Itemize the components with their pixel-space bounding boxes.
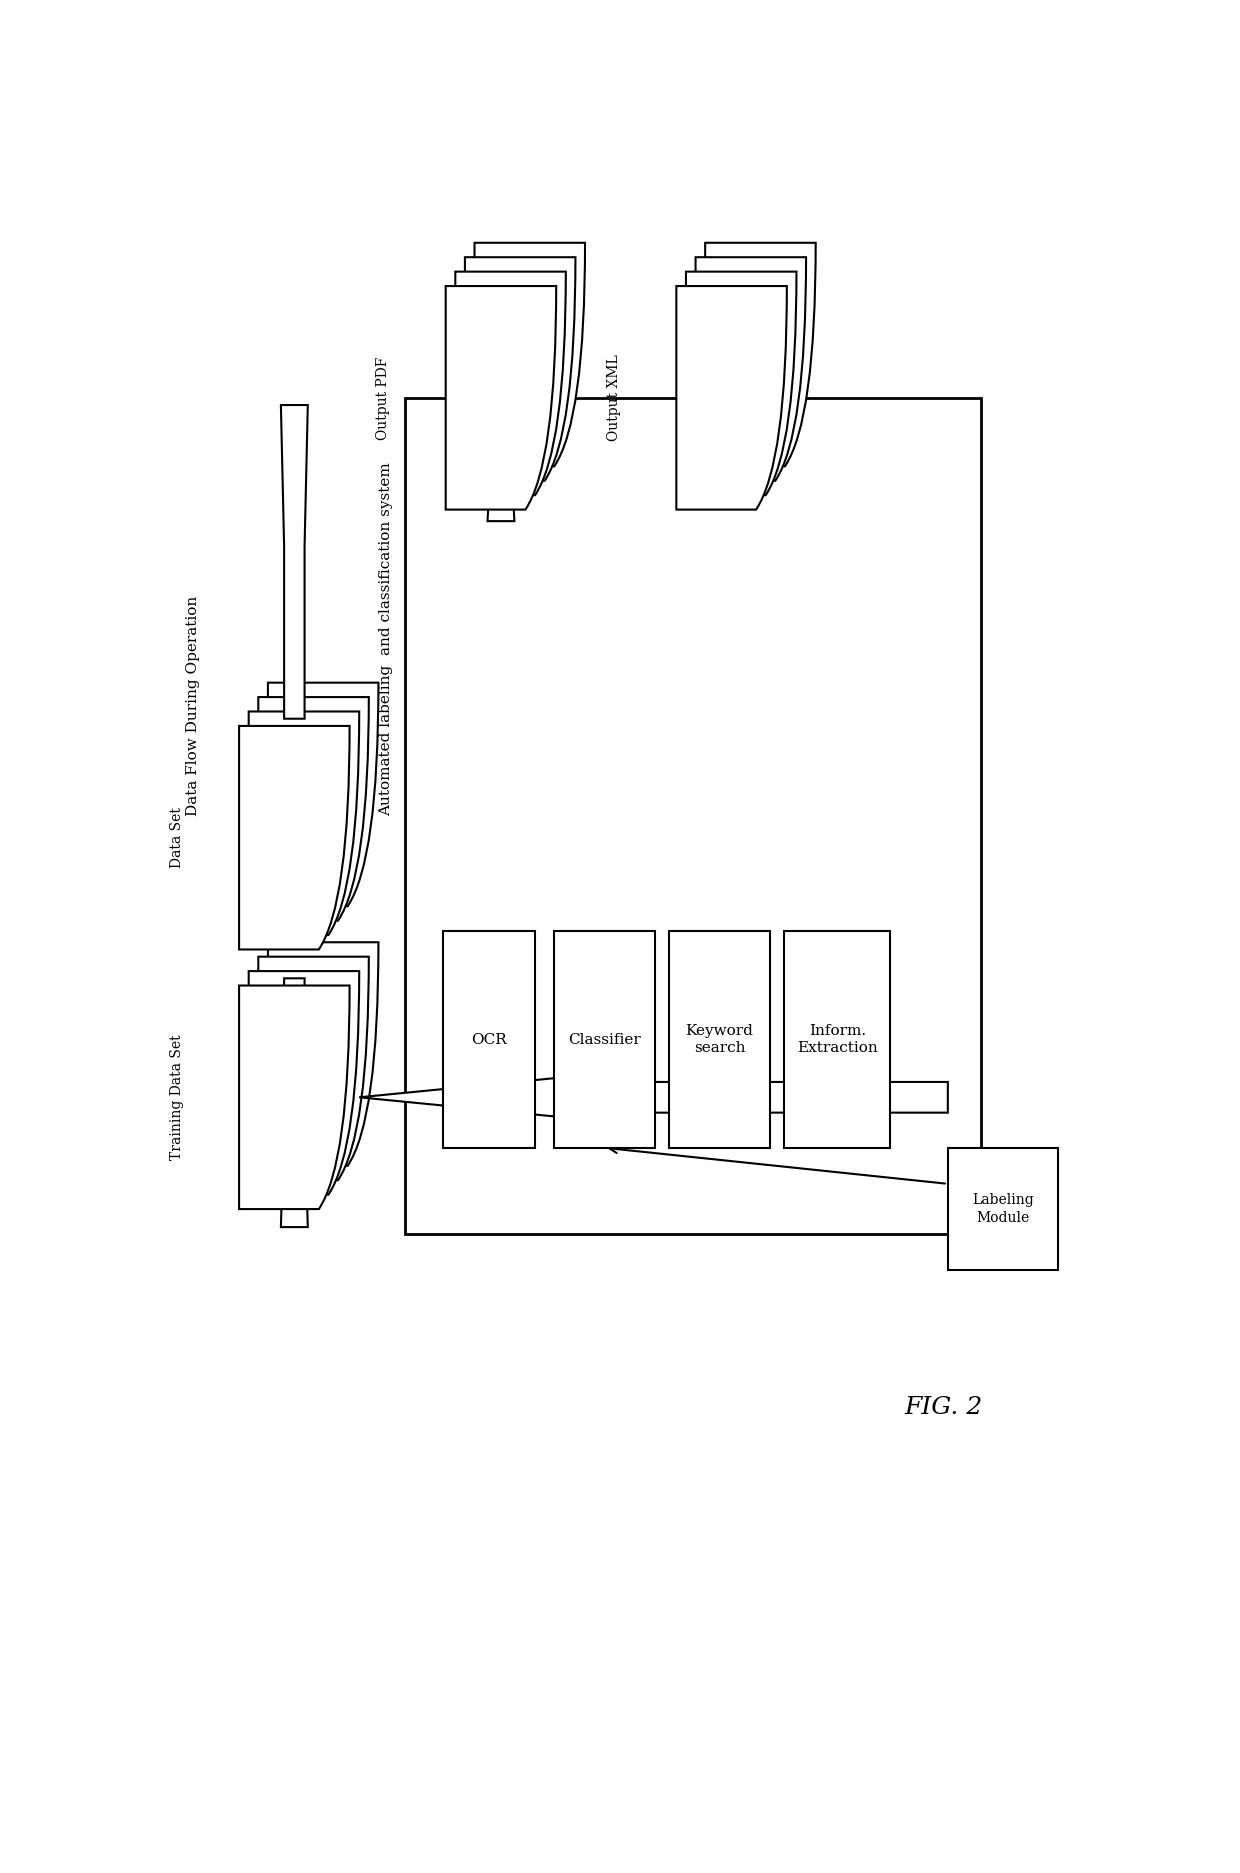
Bar — [947, 1148, 1058, 1270]
PathPatch shape — [475, 243, 585, 466]
PathPatch shape — [676, 287, 787, 509]
Text: Output XML: Output XML — [606, 354, 621, 442]
Text: Output PDF: Output PDF — [376, 356, 391, 440]
PathPatch shape — [696, 257, 806, 481]
PathPatch shape — [258, 957, 368, 1180]
PathPatch shape — [268, 682, 378, 907]
Text: Labeling
Module: Labeling Module — [972, 1193, 1034, 1225]
PathPatch shape — [258, 697, 368, 922]
Text: Training Data Set: Training Data Set — [170, 1034, 184, 1159]
PathPatch shape — [249, 712, 360, 935]
Text: Classifier: Classifier — [568, 1032, 641, 1047]
Text: Keyword
search: Keyword search — [686, 1025, 754, 1054]
PathPatch shape — [268, 942, 378, 1165]
Text: Data Set: Data Set — [170, 807, 184, 869]
Bar — [554, 931, 655, 1148]
Text: FIG. 2: FIG. 2 — [904, 1395, 982, 1420]
Bar — [404, 397, 982, 1234]
PathPatch shape — [445, 287, 557, 509]
Bar — [670, 931, 770, 1148]
PathPatch shape — [239, 727, 350, 950]
Bar — [444, 931, 534, 1148]
PathPatch shape — [686, 272, 796, 494]
PathPatch shape — [281, 978, 308, 1227]
PathPatch shape — [281, 405, 308, 719]
Text: OCR: OCR — [471, 1032, 507, 1047]
Bar — [785, 931, 890, 1148]
PathPatch shape — [360, 1077, 947, 1118]
PathPatch shape — [706, 243, 816, 466]
PathPatch shape — [487, 391, 515, 521]
PathPatch shape — [239, 985, 350, 1210]
PathPatch shape — [465, 257, 575, 481]
Text: Automated labeling  and classification system: Automated labeling and classification sy… — [378, 463, 393, 817]
PathPatch shape — [249, 970, 360, 1195]
Text: Data Flow During Operation: Data Flow During Operation — [186, 596, 201, 817]
PathPatch shape — [455, 272, 565, 494]
Text: Inform.
Extraction: Inform. Extraction — [797, 1025, 878, 1054]
